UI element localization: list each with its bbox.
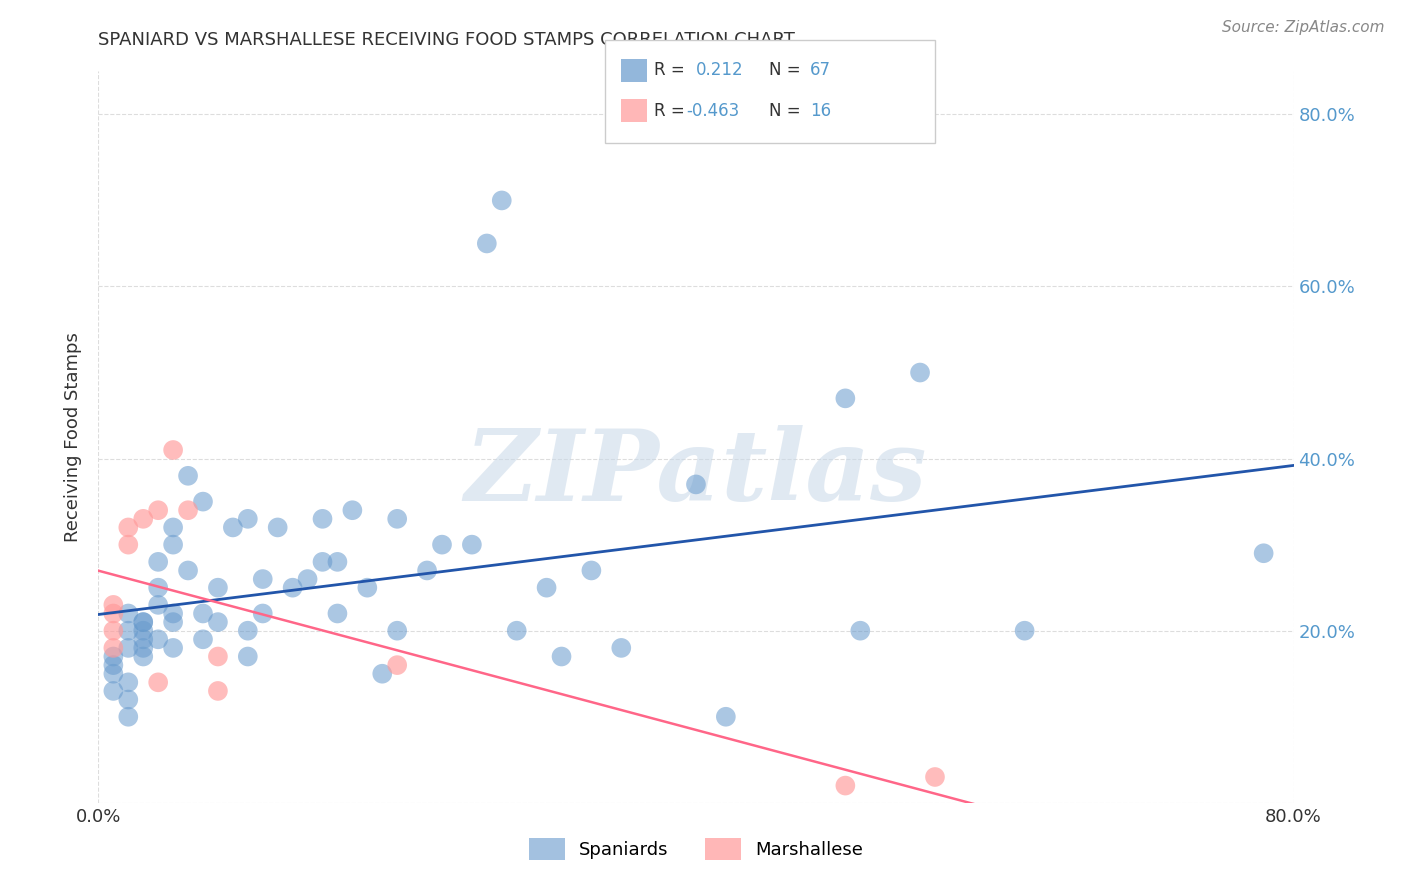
Point xyxy=(834,392,856,406)
Point xyxy=(162,442,184,457)
Point xyxy=(281,581,304,595)
Text: ZIPatlas: ZIPatlas xyxy=(465,425,927,522)
Point xyxy=(117,675,139,690)
Point xyxy=(610,640,633,655)
Point xyxy=(132,615,155,629)
Point xyxy=(117,710,139,724)
Point xyxy=(103,607,125,621)
Point xyxy=(103,598,125,612)
Point xyxy=(356,581,378,595)
Text: SPANIARD VS MARSHALLESE RECEIVING FOOD STAMPS CORRELATION CHART: SPANIARD VS MARSHALLESE RECEIVING FOOD S… xyxy=(98,31,796,49)
Point xyxy=(117,607,139,621)
Point xyxy=(385,658,409,673)
Text: N =: N = xyxy=(769,62,800,79)
Point xyxy=(103,658,125,673)
Point xyxy=(162,607,184,621)
Text: 67: 67 xyxy=(810,62,831,79)
Text: R =: R = xyxy=(654,62,685,79)
Point xyxy=(267,520,290,534)
Point xyxy=(908,366,931,380)
Point xyxy=(162,615,184,629)
Point xyxy=(207,649,229,664)
Point xyxy=(536,581,558,595)
Point xyxy=(506,624,529,638)
Point xyxy=(849,624,872,638)
Point xyxy=(1253,546,1275,560)
Point xyxy=(162,640,184,655)
Point xyxy=(191,607,214,621)
Point xyxy=(103,649,125,664)
Point xyxy=(177,468,200,483)
Point xyxy=(148,581,170,595)
Point xyxy=(236,624,259,638)
Text: -0.463: -0.463 xyxy=(686,102,740,120)
Point xyxy=(132,649,155,664)
Point xyxy=(148,555,170,569)
Point xyxy=(177,503,200,517)
Point xyxy=(475,236,498,251)
Point xyxy=(148,675,170,690)
Point xyxy=(132,512,155,526)
Point xyxy=(416,564,439,578)
Point xyxy=(103,624,125,638)
Point xyxy=(148,632,170,647)
Point xyxy=(924,770,946,784)
Point xyxy=(148,598,170,612)
Point xyxy=(236,649,259,664)
Point xyxy=(385,624,409,638)
Point xyxy=(252,607,274,621)
Point xyxy=(461,538,484,552)
Point xyxy=(103,666,125,681)
Point xyxy=(326,555,349,569)
Text: Source: ZipAtlas.com: Source: ZipAtlas.com xyxy=(1222,20,1385,35)
Point xyxy=(385,512,409,526)
Point xyxy=(207,615,229,629)
Point xyxy=(207,684,229,698)
Point xyxy=(236,512,259,526)
Point xyxy=(430,538,453,552)
Point xyxy=(117,640,139,655)
Point xyxy=(117,538,139,552)
Point xyxy=(491,194,513,208)
Point xyxy=(117,692,139,706)
Text: R =: R = xyxy=(654,102,685,120)
Point xyxy=(714,710,737,724)
Text: N =: N = xyxy=(769,102,800,120)
Point xyxy=(297,572,319,586)
Point xyxy=(117,624,139,638)
Point xyxy=(581,564,603,578)
Legend: Spaniards, Marshallese: Spaniards, Marshallese xyxy=(522,830,870,867)
Y-axis label: Receiving Food Stamps: Receiving Food Stamps xyxy=(65,332,83,542)
Point xyxy=(834,779,856,793)
Point xyxy=(685,477,707,491)
Point xyxy=(1014,624,1036,638)
Point xyxy=(326,607,349,621)
Point xyxy=(371,666,394,681)
Text: 0.212: 0.212 xyxy=(696,62,744,79)
Point xyxy=(222,520,245,534)
Point xyxy=(311,555,333,569)
Point xyxy=(103,640,125,655)
Point xyxy=(117,520,139,534)
Point xyxy=(162,538,184,552)
Point xyxy=(252,572,274,586)
Point xyxy=(311,512,333,526)
Point xyxy=(191,632,214,647)
Point xyxy=(103,684,125,698)
Point xyxy=(207,581,229,595)
Text: 16: 16 xyxy=(810,102,831,120)
Point xyxy=(162,520,184,534)
Point xyxy=(191,494,214,508)
Point xyxy=(132,640,155,655)
Point xyxy=(132,632,155,647)
Point xyxy=(177,564,200,578)
Point xyxy=(148,503,170,517)
Point xyxy=(132,624,155,638)
Point xyxy=(550,649,572,664)
Point xyxy=(132,615,155,629)
Point xyxy=(342,503,364,517)
